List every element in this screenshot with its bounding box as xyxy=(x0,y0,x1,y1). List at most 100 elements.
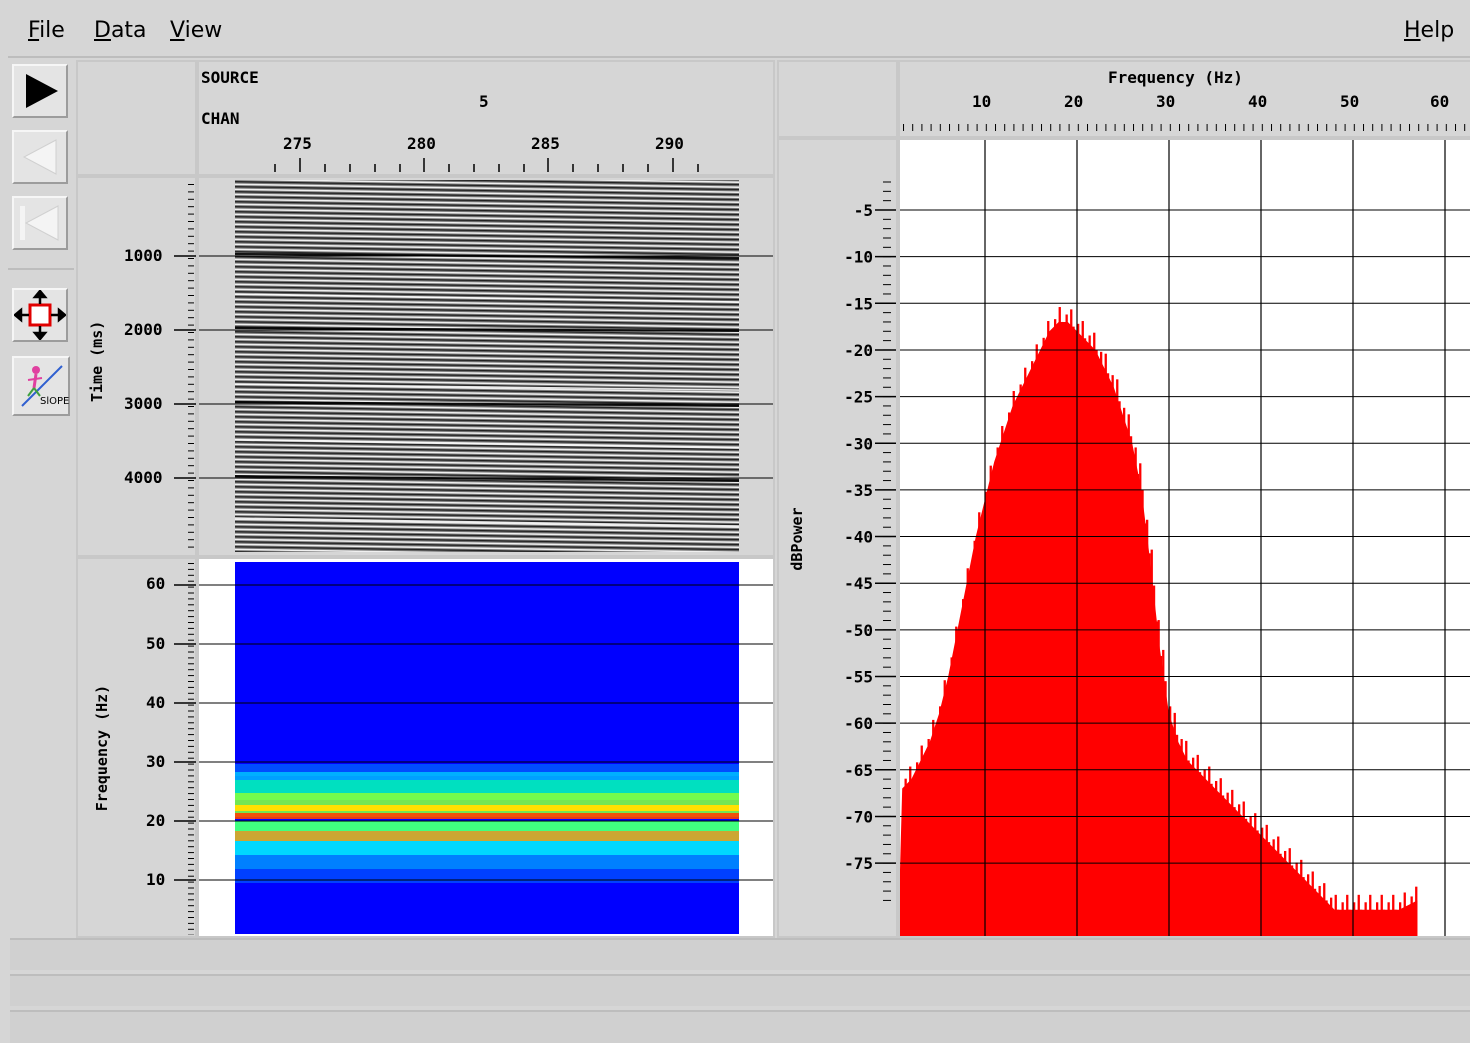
spectrum-bar xyxy=(1113,394,1117,936)
spectrum-bar xyxy=(957,629,960,936)
spectrum-bar xyxy=(1102,371,1105,936)
spectrum-y-ruler: -5 -10 -15 -20 -25 -30 -35 -40 -45 -50 -55 -60 -65 -7… xyxy=(844,181,896,901)
spectrum-bar xyxy=(959,633,962,936)
spectrum-bar xyxy=(1295,862,1298,936)
spectrum-bar xyxy=(1256,830,1259,936)
spectrum-bar xyxy=(1031,361,1034,936)
frequency-axis: Frequency (Hz) 60 50 40 30 20 10 xyxy=(76,557,197,938)
spectrum-bar xyxy=(927,739,930,936)
spectrum-title: Frequency (Hz) xyxy=(1108,68,1243,87)
spectrum-bar xyxy=(925,766,928,936)
channel-header: SOURCE 5 CHAN 275 280 285 290 xyxy=(197,60,775,176)
spectrum-bar xyxy=(1074,343,1077,936)
spectrum-bar xyxy=(1288,848,1291,936)
spectrum-bar xyxy=(1240,821,1243,936)
spectrum-bar xyxy=(966,568,969,936)
freq-tick-label: 20 xyxy=(146,811,166,830)
spectrum-bar xyxy=(1327,917,1330,936)
spectrum-bar xyxy=(1157,620,1160,936)
spectrum-bar xyxy=(904,778,907,936)
spectrum-bar xyxy=(1120,423,1123,936)
step-back-button[interactable] xyxy=(12,130,68,184)
source-label: SOURCE xyxy=(201,68,259,87)
spectrum-bar xyxy=(948,691,951,936)
spectrum-bar xyxy=(1235,824,1238,936)
spectrum-bar xyxy=(1378,917,1381,936)
y-tick-label: -25 xyxy=(844,388,873,407)
spectrum-bar xyxy=(1228,809,1232,936)
spectrum-y-axis: dBPower -5 -10 -15 -20 -25 -30 -35 -40 -45 -50 -55… xyxy=(777,138,898,938)
time-axis-label: Time (ms) xyxy=(88,320,106,402)
spectrum-bar xyxy=(1380,894,1383,936)
spectrum-x-axis: Frequency (Hz) 10 20 30 40 50 60 xyxy=(898,60,1470,138)
spectrum-corner xyxy=(777,60,898,138)
spectrum-bar xyxy=(1058,307,1061,936)
spectrum-bar xyxy=(941,711,944,936)
spectrum-bar xyxy=(939,706,942,936)
spectrum-bar xyxy=(1284,850,1287,936)
frequency-axis-label: Frequency (Hz) xyxy=(93,684,111,812)
spectrum-bar xyxy=(1051,343,1054,936)
spectrum-bar xyxy=(1028,388,1031,936)
header-corner xyxy=(76,60,197,176)
spectrum-bar xyxy=(1311,871,1314,936)
spectrum-bar xyxy=(1270,859,1273,936)
spectrum-bar xyxy=(1341,902,1344,936)
spectrum-bar xyxy=(1297,879,1301,936)
play-button[interactable] xyxy=(12,64,68,118)
spectrum-bar xyxy=(1005,441,1008,936)
spectrum-bar xyxy=(1233,807,1236,936)
move-zoom-button[interactable] xyxy=(12,288,68,342)
spectrum-bar xyxy=(1389,917,1393,936)
spectrum-bar xyxy=(1003,433,1006,936)
spectrum-bar xyxy=(1049,331,1052,936)
spectrum-x-tick-label: 10 xyxy=(972,92,992,111)
spectrum-bar xyxy=(1150,549,1153,936)
slope-button[interactable]: SlOPE xyxy=(12,356,70,416)
spectrum-bar xyxy=(955,626,958,936)
spectrum-bar xyxy=(1097,369,1100,936)
menu-help[interactable]: Help xyxy=(1404,18,1455,43)
menu-file[interactable]: File xyxy=(28,18,65,43)
spectrum-bar xyxy=(1373,924,1376,936)
spectrum-bar xyxy=(1364,902,1367,936)
spectrum-bar xyxy=(1277,836,1280,936)
spectrum-bar xyxy=(1410,896,1413,936)
status-bar-1 xyxy=(10,938,1470,970)
status-bar-3 xyxy=(10,1010,1470,1043)
spectrum-bar xyxy=(906,791,910,936)
rewind-button[interactable] xyxy=(12,196,68,250)
spectrum-bar xyxy=(1350,924,1353,936)
spectrogram-view[interactable] xyxy=(197,557,775,938)
seismic-image xyxy=(199,180,773,552)
time-tick-label: 2000 xyxy=(124,320,163,339)
spectrum-bar xyxy=(1242,801,1245,936)
spectrum-bar xyxy=(1021,394,1025,936)
y-tick-label: -70 xyxy=(844,807,873,826)
spectrogram-image xyxy=(199,562,773,934)
spectrum-bar xyxy=(1040,364,1043,936)
spectrum-bar xyxy=(1357,894,1360,936)
menu-data[interactable]: Data xyxy=(94,18,147,43)
spectrum-bar xyxy=(1408,920,1411,936)
spectrum-bar xyxy=(1267,842,1271,936)
channel-axis xyxy=(274,158,699,172)
chan-label: CHAN xyxy=(201,109,240,128)
spectrum-bar xyxy=(1143,523,1146,936)
spectrum-bar xyxy=(943,680,946,936)
spectrum-bar xyxy=(1313,888,1317,936)
spectrum-bar xyxy=(1254,813,1257,936)
menu-view[interactable]: View xyxy=(170,18,223,43)
spectrum-plot[interactable] xyxy=(898,138,1470,938)
spectrum-bar xyxy=(1152,585,1156,936)
y-tick-label: -15 xyxy=(844,294,873,313)
spectrum-bar xyxy=(1399,902,1402,936)
seismic-view[interactable] xyxy=(197,176,775,557)
spectrum-bar xyxy=(936,735,939,936)
spectrum-bar xyxy=(1065,314,1068,936)
spectrum-bar xyxy=(1415,886,1418,936)
slope-icon xyxy=(21,365,63,407)
spectrum-bar xyxy=(1026,377,1029,936)
spectrum-x-tick-label: 50 xyxy=(1340,92,1360,111)
spectrum-bar xyxy=(1159,655,1163,936)
